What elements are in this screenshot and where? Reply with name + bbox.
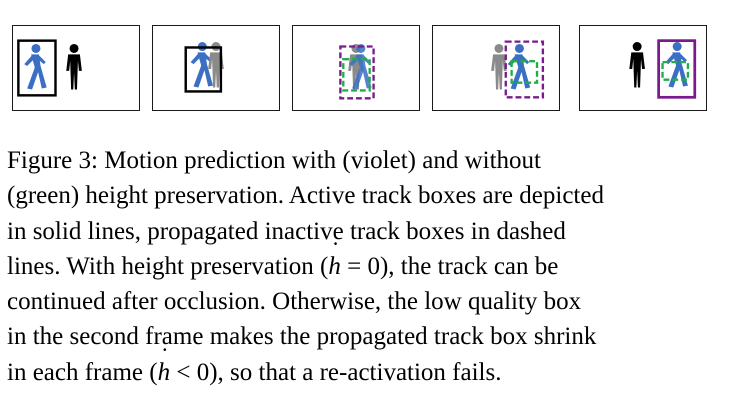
caption-line: Figure 3: Motion prediction with (violet…: [7, 147, 541, 174]
caption-math: < 0: [170, 358, 210, 386]
standing-person-icon: [629, 42, 645, 88]
green-dashed-track-box: [510, 59, 539, 84]
figure-frame-1: [12, 25, 140, 111]
green-dashed-track-box: [342, 58, 371, 92]
caption-line: in each frame (h < 0), so that a re-acti…: [7, 340, 719, 390]
caption-text: ), the track can be: [379, 252, 559, 280]
figure-frame-3: [292, 25, 420, 111]
figure-caption: Figure 3: Motion prediction with (violet…: [7, 143, 719, 390]
h-dot-symbol: h: [328, 234, 341, 284]
caption-line: in solid lines, propagated inactive trac…: [7, 217, 566, 245]
figure-illustration: [0, 0, 733, 130]
figure-frame-4: [432, 25, 560, 111]
caption-line: in the second frame makes the propagated…: [7, 323, 597, 351]
green-dashed-track-box: [661, 60, 690, 81]
caption-line: continued after occlusion. Otherwise, th…: [7, 288, 582, 316]
figure-frame-2: [152, 25, 280, 111]
active-track-box: [17, 39, 57, 97]
h-dot-symbol: h: [158, 340, 171, 390]
caption-text: lines. With height preservation (: [7, 252, 329, 280]
caption-text: ), so that a re-activation fails.: [209, 358, 502, 386]
active-track-box: [184, 46, 223, 93]
violet-dashed-track-box: [339, 45, 375, 100]
violet-active-track-box: [657, 39, 697, 99]
figure-frame-5: [579, 25, 707, 111]
standing-person-icon: [491, 43, 507, 90]
caption-line: lines. With height preservation (h = 0),…: [7, 234, 719, 284]
standing-person-icon: [66, 43, 82, 90]
walking-person-icon: [24, 43, 47, 90]
caption-math: = 0: [340, 252, 380, 280]
caption-line: (green) height preservation. Active trac…: [7, 182, 604, 210]
caption-text: in each frame (: [7, 358, 158, 386]
